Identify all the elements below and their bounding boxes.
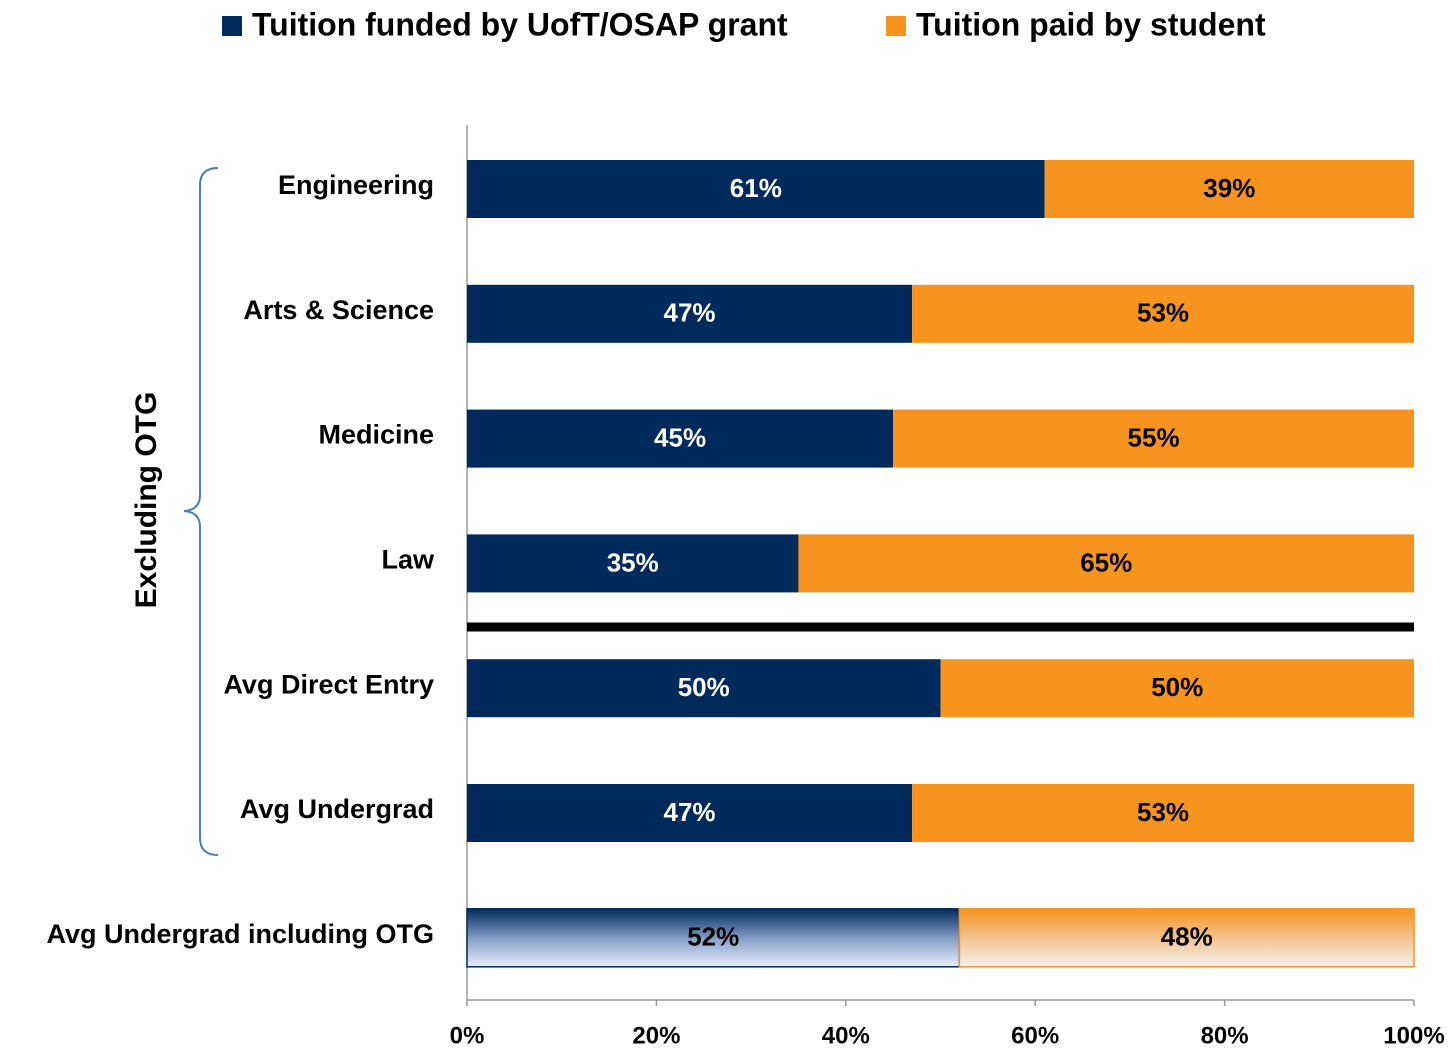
- data-label: 55%: [1128, 422, 1180, 452]
- legend-swatch: [886, 16, 906, 36]
- annotation: Excluding OTG: [130, 392, 163, 609]
- x-tick-label: 20%: [632, 1022, 680, 1049]
- data-label: 47%: [664, 797, 716, 827]
- category-label: Medicine: [318, 420, 434, 450]
- x-tick-label: 0%: [450, 1022, 485, 1049]
- bar-segment: [912, 284, 1414, 343]
- legend-swatch: [222, 16, 242, 36]
- data-label: 53%: [1137, 298, 1189, 328]
- bar-segment: [467, 160, 1045, 218]
- bar-segment: [466, 908, 961, 968]
- data-label: 35%: [607, 547, 659, 577]
- data-label: 53%: [1137, 797, 1189, 827]
- bar-segment: [467, 659, 941, 718]
- category-label: Avg Direct Entry: [223, 669, 434, 699]
- data-label: 65%: [1080, 547, 1132, 577]
- bar-segment: [467, 534, 799, 593]
- category-label: Avg Undergrad: [240, 794, 434, 824]
- bar-segment: [467, 784, 913, 842]
- x-tick-label: 60%: [1011, 1022, 1059, 1049]
- data-label: 52%: [687, 922, 739, 952]
- data-label: 61%: [730, 173, 782, 203]
- data-label: 50%: [1151, 672, 1203, 702]
- bar-segment: [467, 409, 894, 468]
- legend-label: Tuition funded by UofT/OSAP grant: [252, 6, 788, 42]
- data-label: 39%: [1203, 173, 1255, 203]
- category-label: Avg Undergrad including OTG: [46, 919, 434, 949]
- category-label: Engineering: [278, 170, 434, 200]
- bar-segment: [1044, 160, 1414, 218]
- data-label: 47%: [664, 298, 716, 328]
- x-tick-label: 80%: [1201, 1022, 1249, 1049]
- data-label: 45%: [654, 422, 706, 452]
- legend-label: Tuition paid by student: [916, 6, 1266, 42]
- bar-segment: [940, 659, 1414, 718]
- brace: [183, 167, 219, 856]
- bar-segment: [893, 409, 1414, 468]
- bar-segment: [467, 284, 913, 343]
- category-label: Arts & Science: [243, 295, 434, 325]
- x-tick-label: 100%: [1383, 1022, 1444, 1049]
- bar-segment: [798, 534, 1414, 593]
- data-label: 50%: [678, 672, 730, 702]
- x-tick-label: 40%: [822, 1022, 870, 1049]
- bar-segment: [958, 908, 1415, 968]
- bar-segment: [912, 784, 1414, 842]
- data-label: 48%: [1161, 922, 1213, 952]
- category-label: Law: [381, 545, 435, 575]
